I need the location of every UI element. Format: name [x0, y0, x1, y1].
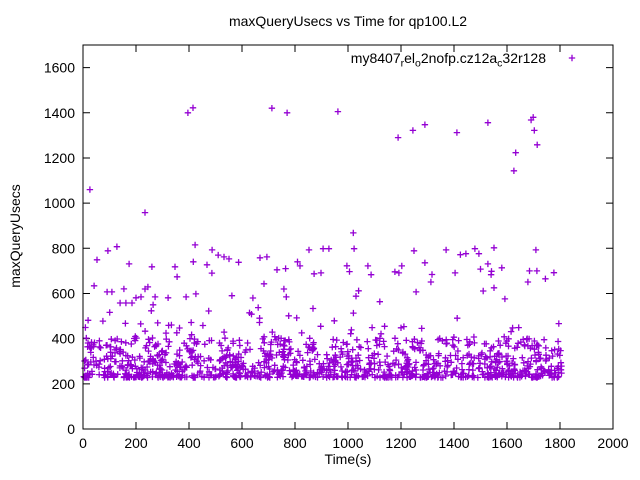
y-tick-label: 1400: [44, 105, 75, 121]
y-tick-label: 600: [52, 285, 76, 301]
y-tick-label: 800: [52, 240, 76, 256]
y-tick-label: 1000: [44, 195, 75, 211]
legend: my8407r​elo​2nofp.cz12ac​32r128: [351, 50, 576, 70]
data-points: [80, 104, 565, 381]
x-tick-label: 1800: [544, 435, 575, 451]
x-tick-label: 2000: [597, 435, 628, 451]
y-tick-label: 1200: [44, 150, 75, 166]
x-tick-label: 200: [124, 435, 148, 451]
y-tick-label: 0: [67, 421, 75, 437]
tick-labels: 0 200 400 600 800 1000 1200 1400 1600 1800 2000 0 20…: [44, 60, 629, 451]
x-tick-label: 1000: [332, 435, 363, 451]
x-tick-label: 800: [283, 435, 307, 451]
x-tick-label: 400: [177, 435, 201, 451]
chart-title: maxQueryUsecs vs Time for qp100.L2: [229, 13, 467, 29]
legend-marker-plus-icon: [568, 54, 576, 62]
x-tick-label: 1400: [438, 435, 469, 451]
y-tick-label: 400: [52, 331, 76, 347]
y-axis-label: maxQueryUsecs: [7, 184, 23, 287]
x-tick-label: 1200: [385, 435, 416, 451]
x-tick-label: 0: [79, 435, 87, 451]
x-tick-label: 1600: [491, 435, 522, 451]
y-tick-label: 200: [52, 376, 76, 392]
x-tick-label: 600: [230, 435, 254, 451]
x-axis-label: Time(s): [325, 451, 372, 467]
y-tick-label: 1600: [44, 60, 75, 76]
legend-label: my8407r​elo​2nofp.cz12ac​32r128: [351, 50, 546, 70]
plot-frame: [82, 44, 614, 430]
